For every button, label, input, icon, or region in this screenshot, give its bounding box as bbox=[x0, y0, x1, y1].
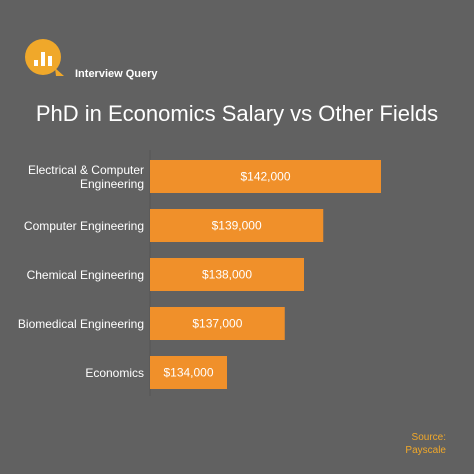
value-label: $134,000 bbox=[163, 366, 213, 380]
bar bbox=[150, 307, 285, 340]
bar bbox=[150, 258, 304, 291]
value-label: $137,000 bbox=[192, 317, 242, 331]
logo-icon bbox=[41, 52, 45, 66]
category-label: Electrical & Computer Engineering bbox=[27, 162, 144, 191]
bar bbox=[150, 356, 227, 389]
logo-tail bbox=[55, 68, 64, 76]
value-label: $139,000 bbox=[212, 219, 262, 233]
source-name: Payscale bbox=[405, 445, 446, 456]
category-label: Chemical Engineering bbox=[26, 267, 144, 282]
value-label: $142,000 bbox=[240, 170, 290, 184]
logo-icon bbox=[48, 56, 52, 66]
source-label: Source: bbox=[412, 432, 446, 443]
logo-icon bbox=[34, 60, 38, 66]
category-label: Biomedical Engineering bbox=[17, 316, 144, 331]
bar bbox=[150, 160, 381, 193]
brand: Interview Query bbox=[75, 68, 158, 80]
chart-title: PhD in Economics Salary vs Other Fields bbox=[36, 101, 438, 126]
bar bbox=[150, 209, 324, 242]
category-label: Computer Engineering bbox=[23, 218, 144, 233]
value-label: $138,000 bbox=[202, 268, 252, 282]
category-label: Economics bbox=[85, 365, 144, 380]
